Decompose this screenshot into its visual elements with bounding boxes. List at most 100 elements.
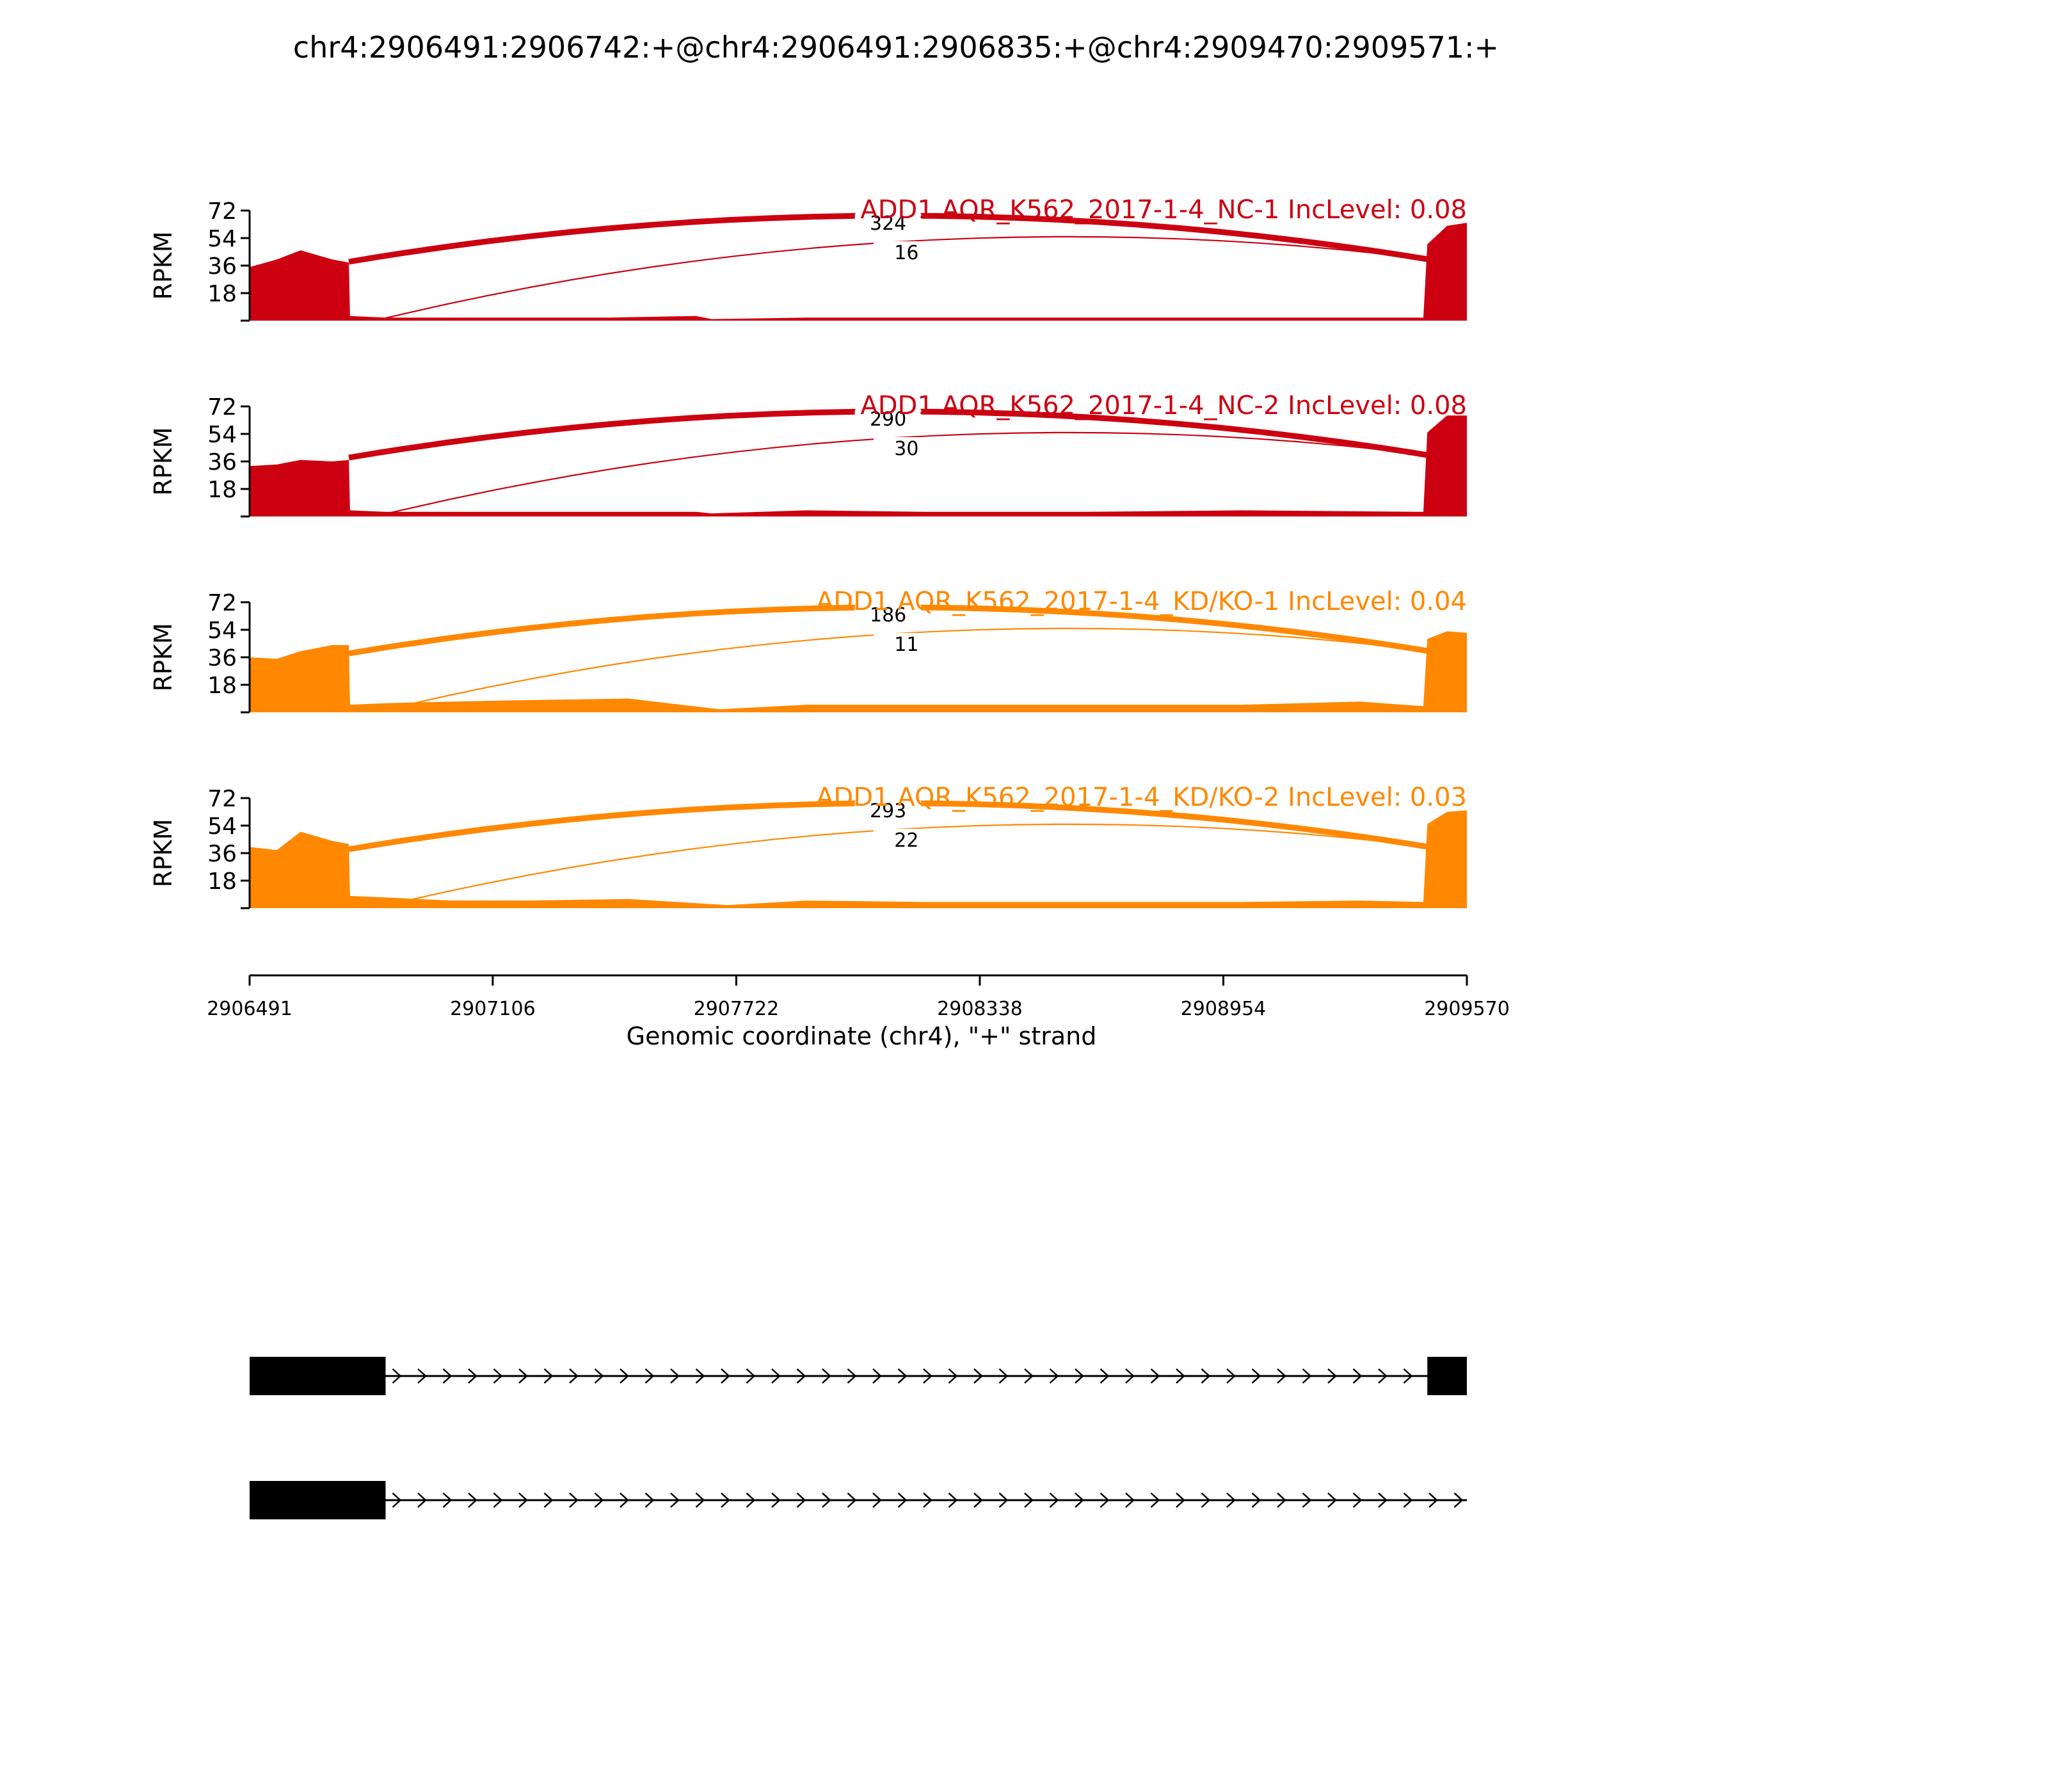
- y-axis-label: RPKM: [149, 819, 177, 887]
- x-tick-label: 2906491: [207, 998, 292, 1020]
- track-label: ADD1 AQR_K562_2017-1-4_KD/KO-2 IncLevel:…: [816, 783, 1467, 812]
- strand-arrow-icon: [822, 1492, 831, 1508]
- strand-arrow-icon: [1201, 1368, 1211, 1384]
- coverage-area: [250, 810, 1467, 908]
- strand-arrow-icon: [468, 1368, 477, 1384]
- strand-arrow-icon: [923, 1368, 932, 1384]
- strand-arrow-icon: [721, 1368, 730, 1384]
- strand-arrow-icon: [1176, 1368, 1185, 1384]
- strand-arrow-icon: [1251, 1368, 1261, 1384]
- strand-arrow-icon: [392, 1368, 402, 1384]
- strand-arrow-icon: [998, 1492, 1009, 1508]
- x-tick-label: 2907106: [450, 998, 536, 1020]
- strand-arrow-icon: [392, 1492, 402, 1508]
- y-tick-label: 18: [207, 673, 237, 699]
- strand-arrow-icon: [847, 1368, 857, 1384]
- y-tick-label: 18: [207, 868, 237, 895]
- y-tick-label: 54: [207, 618, 237, 644]
- strand-arrow-icon: [1403, 1492, 1413, 1508]
- junction-count-label: 22: [894, 829, 918, 852]
- strand-arrow-icon: [1277, 1368, 1286, 1384]
- strand-arrow-icon: [973, 1368, 983, 1384]
- strand-arrow-icon: [872, 1368, 882, 1384]
- strand-arrow-icon: [670, 1368, 680, 1384]
- junction-count-label: 30: [894, 438, 918, 460]
- y-tick-label: 72: [207, 590, 237, 616]
- junction-label-box: [873, 437, 940, 460]
- strand-arrow-icon: [1352, 1492, 1363, 1508]
- strand-arrow-icon: [796, 1492, 806, 1508]
- chart-title: chr4:2906491:2906742:+@chr4:2906491:2906…: [293, 30, 1499, 65]
- junction-label-box: [873, 633, 940, 656]
- strand-arrow-icon: [1226, 1368, 1236, 1384]
- strand-arrow-icon: [1024, 1492, 1034, 1508]
- strand-arrow-icon: [923, 1492, 932, 1508]
- strand-arrow-icon: [847, 1492, 857, 1508]
- strand-arrow-icon: [897, 1492, 908, 1508]
- strand-arrow-icon: [721, 1492, 730, 1508]
- y-tick-label: 72: [207, 198, 237, 225]
- strand-arrow-icon: [695, 1368, 705, 1384]
- y-tick-label: 54: [207, 422, 237, 448]
- strand-arrow-icon: [1277, 1492, 1286, 1508]
- strand-arrow-icon: [771, 1368, 781, 1384]
- strand-arrow-icon: [1100, 1368, 1110, 1384]
- junction-count-label: 186: [870, 604, 906, 627]
- track-label: ADD1 AQR_K562_2017-1-4_NC-2 IncLevel: 0.…: [860, 391, 1467, 420]
- strand-arrow-icon: [518, 1368, 528, 1384]
- x-tick-label: 2909570: [1424, 998, 1510, 1020]
- strand-arrow-icon: [442, 1492, 452, 1508]
- strand-arrow-icon: [1352, 1368, 1363, 1384]
- strand-arrow-icon: [1049, 1368, 1059, 1384]
- strand-arrow-icon: [998, 1368, 1009, 1384]
- strand-arrow-icon: [620, 1368, 629, 1384]
- x-tick-label: 2907722: [694, 998, 780, 1020]
- strand-arrow-icon: [1428, 1492, 1438, 1508]
- strand-arrow-icon: [644, 1368, 655, 1384]
- strand-arrow-icon: [543, 1368, 554, 1384]
- strand-arrow-icon: [872, 1492, 882, 1508]
- strand-arrow-icon: [1150, 1368, 1160, 1384]
- junction-label-box: [873, 241, 940, 264]
- strand-arrow-icon: [620, 1492, 629, 1508]
- strand-arrow-icon: [1453, 1492, 1464, 1508]
- track-label: ADD1 AQR_K562_2017-1-4_NC-1 IncLevel: 0.…: [860, 195, 1467, 225]
- strand-arrow-icon: [695, 1492, 705, 1508]
- strand-arrow-icon: [417, 1368, 427, 1384]
- strand-arrow-icon: [1049, 1492, 1059, 1508]
- strand-arrow-icon: [948, 1492, 958, 1508]
- strand-arrow-icon: [518, 1492, 528, 1508]
- junction-label-box: [854, 408, 922, 431]
- y-axis-label: RPKM: [149, 623, 177, 691]
- strand-arrow-icon: [771, 1492, 781, 1508]
- gene-models: [250, 1357, 1467, 1519]
- junction-count-label: 290: [870, 408, 906, 431]
- y-axis-label: RPKM: [149, 427, 177, 495]
- y-tick-label: 36: [207, 645, 237, 671]
- strand-arrow-icon: [1075, 1492, 1084, 1508]
- y-tick-label: 72: [207, 786, 237, 812]
- strand-arrow-icon: [1075, 1368, 1084, 1384]
- isoform-2: [250, 1481, 1467, 1519]
- strand-arrow-icon: [468, 1492, 477, 1508]
- y-tick-label: 54: [207, 226, 237, 252]
- strand-arrow-icon: [1024, 1368, 1034, 1384]
- strand-arrow-icon: [569, 1492, 579, 1508]
- strand-arrow-icon: [493, 1492, 503, 1508]
- isoform-1: [250, 1357, 1467, 1395]
- strand-arrow-icon: [1378, 1492, 1388, 1508]
- strand-arrow-icon: [1327, 1368, 1337, 1384]
- strand-arrow-icon: [948, 1368, 958, 1384]
- strand-arrow-icon: [746, 1492, 756, 1508]
- x-axis-label: Genomic coordinate (chr4), "+" strand: [627, 1022, 1097, 1050]
- junction-count-label: 11: [894, 634, 918, 656]
- exon: [1427, 1357, 1467, 1395]
- strand-arrow-icon: [594, 1368, 604, 1384]
- junction-count-label: 293: [870, 800, 906, 822]
- strand-arrow-icon: [1176, 1492, 1185, 1508]
